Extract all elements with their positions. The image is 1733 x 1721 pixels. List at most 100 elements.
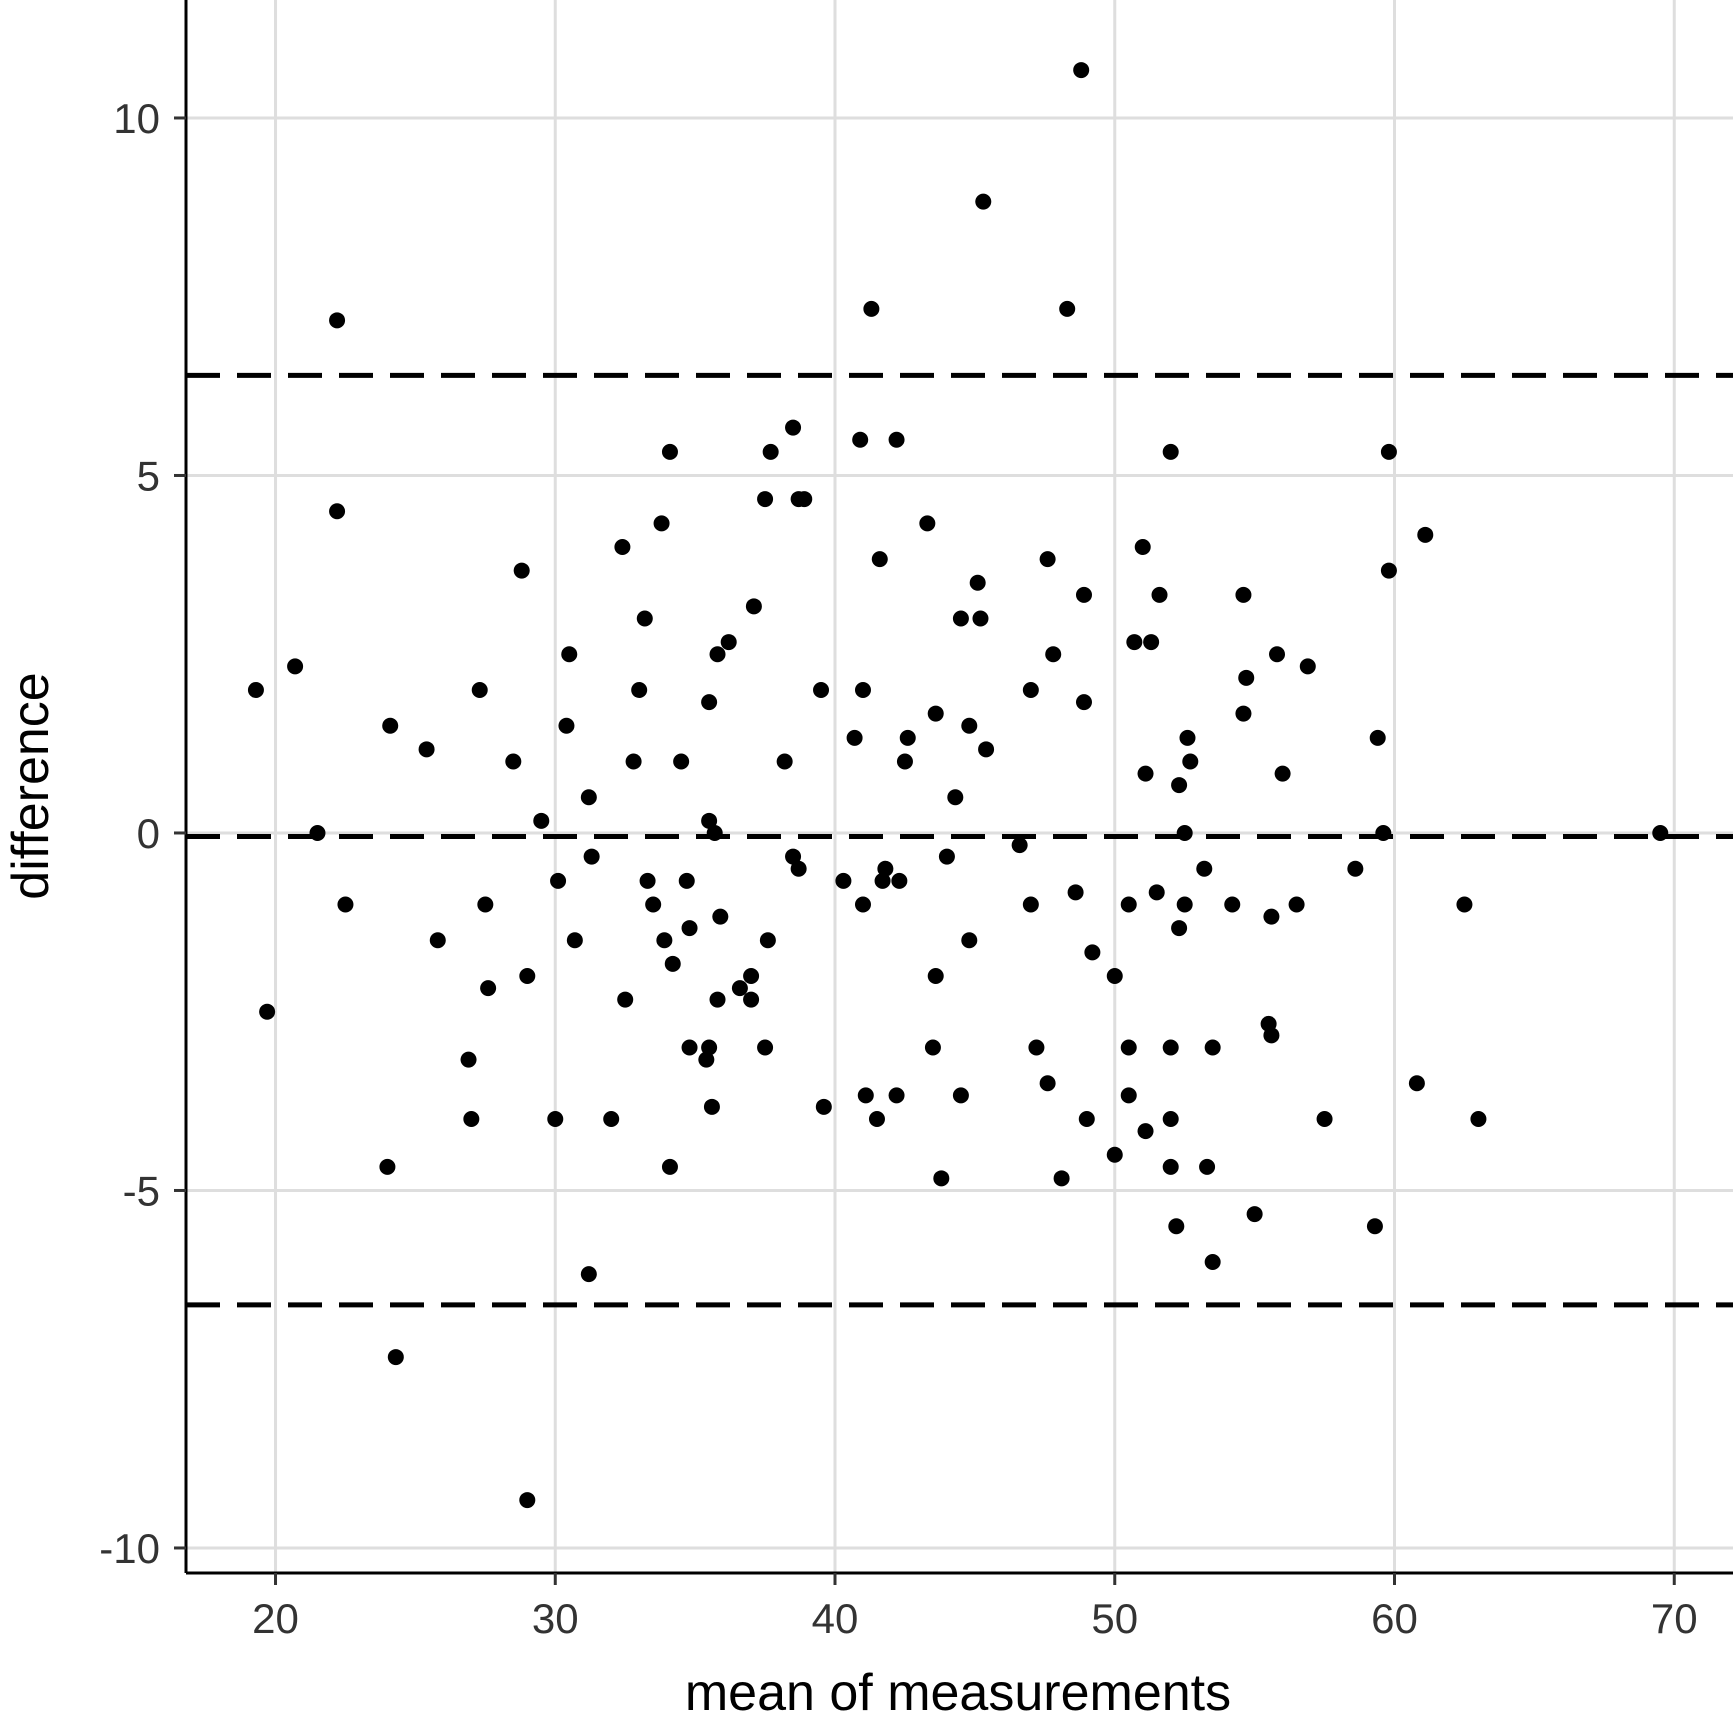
data-point bbox=[1196, 860, 1213, 877]
data-point bbox=[1162, 1158, 1179, 1175]
data-point bbox=[1137, 765, 1154, 782]
data-point bbox=[891, 872, 908, 889]
x-tick-label: 20 bbox=[252, 1595, 299, 1642]
data-point bbox=[1075, 694, 1092, 711]
data-point bbox=[1246, 1206, 1263, 1223]
ticks: 20 30 40 50 60 70 -10 -5 0 5 10 bbox=[99, 95, 1697, 1642]
data-point bbox=[1176, 896, 1193, 913]
data-point bbox=[720, 634, 737, 651]
data-point bbox=[888, 1087, 905, 1104]
data-point bbox=[933, 1170, 950, 1187]
data-point bbox=[519, 1492, 536, 1509]
data-point bbox=[1316, 1110, 1333, 1127]
data-point bbox=[854, 681, 871, 698]
data-point bbox=[790, 860, 807, 877]
data-point bbox=[1120, 1087, 1137, 1104]
data-point bbox=[1470, 1110, 1487, 1127]
data-point bbox=[1299, 658, 1316, 675]
data-point bbox=[815, 1098, 832, 1115]
data-point bbox=[1274, 765, 1291, 782]
data-point bbox=[681, 1039, 698, 1056]
gridlines bbox=[186, 0, 1733, 1573]
data-point bbox=[681, 920, 698, 937]
data-point bbox=[1011, 837, 1028, 854]
data-point bbox=[533, 812, 550, 829]
x-tick-label: 60 bbox=[1371, 1595, 1418, 1642]
data-point bbox=[731, 980, 748, 997]
data-point bbox=[701, 812, 718, 829]
data-point bbox=[639, 872, 656, 889]
data-point bbox=[287, 658, 304, 675]
x-tick-label: 40 bbox=[812, 1595, 859, 1642]
data-point bbox=[698, 1051, 715, 1068]
data-point bbox=[1263, 908, 1280, 925]
data-point bbox=[1120, 1039, 1137, 1056]
data-point bbox=[1126, 634, 1143, 651]
data-point bbox=[1084, 944, 1101, 961]
data-point bbox=[664, 955, 681, 972]
data-point bbox=[1134, 538, 1151, 555]
data-point bbox=[418, 741, 435, 758]
data-point bbox=[1022, 896, 1039, 913]
data-point bbox=[846, 729, 863, 746]
data-point bbox=[757, 491, 774, 508]
data-point bbox=[1151, 586, 1168, 603]
data-point bbox=[1347, 860, 1364, 877]
data-point bbox=[835, 872, 852, 889]
data-point bbox=[743, 967, 760, 984]
data-point bbox=[1369, 729, 1386, 746]
data-point bbox=[1408, 1075, 1425, 1092]
data-point bbox=[972, 610, 989, 627]
data-point bbox=[653, 515, 670, 532]
data-point bbox=[1204, 1253, 1221, 1270]
data-point bbox=[329, 503, 346, 520]
data-point bbox=[1375, 824, 1392, 841]
data-point bbox=[759, 932, 776, 949]
data-point bbox=[1652, 824, 1669, 841]
data-point bbox=[580, 789, 597, 806]
data-point bbox=[645, 896, 662, 913]
data-point bbox=[480, 980, 497, 997]
data-point bbox=[661, 443, 678, 460]
data-point bbox=[519, 967, 536, 984]
data-point bbox=[1162, 1110, 1179, 1127]
data-point bbox=[1137, 1123, 1154, 1140]
data-point bbox=[961, 717, 978, 734]
data-point bbox=[429, 932, 446, 949]
data-point bbox=[1162, 443, 1179, 460]
data-point bbox=[978, 741, 995, 758]
data-point bbox=[1417, 526, 1434, 543]
data-point bbox=[337, 896, 354, 913]
data-point bbox=[329, 312, 346, 329]
data-point bbox=[868, 1110, 885, 1127]
data-point bbox=[558, 717, 575, 734]
data-point bbox=[888, 431, 905, 448]
data-point bbox=[631, 681, 648, 698]
data-point bbox=[938, 848, 955, 865]
data-point bbox=[550, 872, 567, 889]
data-point bbox=[1106, 1146, 1123, 1163]
y-tick-label: 0 bbox=[137, 810, 160, 857]
data-point bbox=[743, 991, 760, 1008]
data-point bbox=[785, 848, 802, 865]
data-point bbox=[1039, 1075, 1056, 1092]
data-point bbox=[580, 1266, 597, 1283]
data-point bbox=[1078, 1110, 1095, 1127]
data-point bbox=[796, 491, 813, 508]
y-tick-label: -10 bbox=[99, 1525, 160, 1572]
data-point bbox=[1168, 1218, 1185, 1235]
data-point bbox=[961, 932, 978, 949]
x-axis-title: mean of measurements bbox=[685, 1664, 1231, 1721]
data-point bbox=[661, 1158, 678, 1175]
data-point bbox=[1067, 884, 1084, 901]
data-point bbox=[709, 646, 726, 663]
data-point bbox=[460, 1051, 477, 1068]
data-point bbox=[919, 515, 936, 532]
y-tick-label: -5 bbox=[123, 1167, 160, 1214]
data-point bbox=[471, 681, 488, 698]
data-point bbox=[1171, 777, 1188, 794]
data-point bbox=[854, 896, 871, 913]
data-point bbox=[1456, 896, 1473, 913]
data-point bbox=[614, 538, 631, 555]
